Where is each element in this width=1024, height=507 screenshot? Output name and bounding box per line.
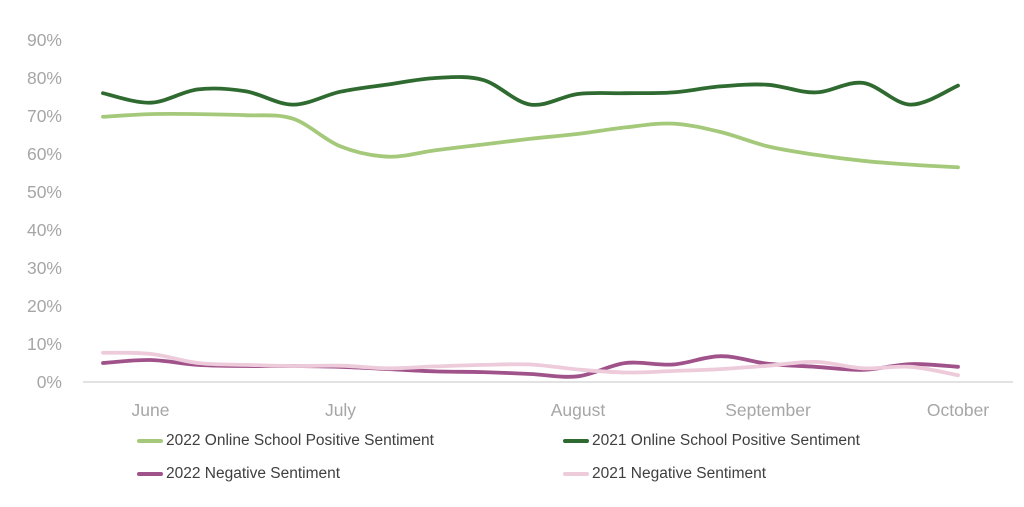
y-axis-tick-label: 90% bbox=[27, 30, 62, 50]
y-axis-tick-label: 80% bbox=[27, 68, 62, 88]
y-axis-tick-label: 50% bbox=[27, 182, 62, 202]
y-axis-tick-label: 10% bbox=[27, 334, 62, 354]
series-line-2021-negative-sentiment bbox=[101, 350, 960, 378]
x-axis-tick-label-september: September bbox=[725, 400, 811, 420]
x-axis-tick-label-october: October bbox=[927, 400, 989, 420]
x-axis-tick-label-july: July bbox=[325, 400, 356, 420]
series-line-2021-online-school-positive-sentiment bbox=[101, 75, 960, 107]
y-axis-tick-label: 20% bbox=[27, 296, 62, 316]
y-axis-tick-label: 0% bbox=[37, 372, 62, 392]
x-axis-tick-label-june: June bbox=[132, 400, 170, 420]
series-line-2022-online-school-positive-sentiment bbox=[101, 111, 960, 170]
y-axis-tick-label: 60% bbox=[27, 144, 62, 164]
x-axis-tick-label-august: August bbox=[551, 400, 606, 420]
y-axis-tick-label: 30% bbox=[27, 258, 62, 278]
y-axis-tick-label: 70% bbox=[27, 106, 62, 126]
y-axis-tick-label: 40% bbox=[27, 220, 62, 240]
